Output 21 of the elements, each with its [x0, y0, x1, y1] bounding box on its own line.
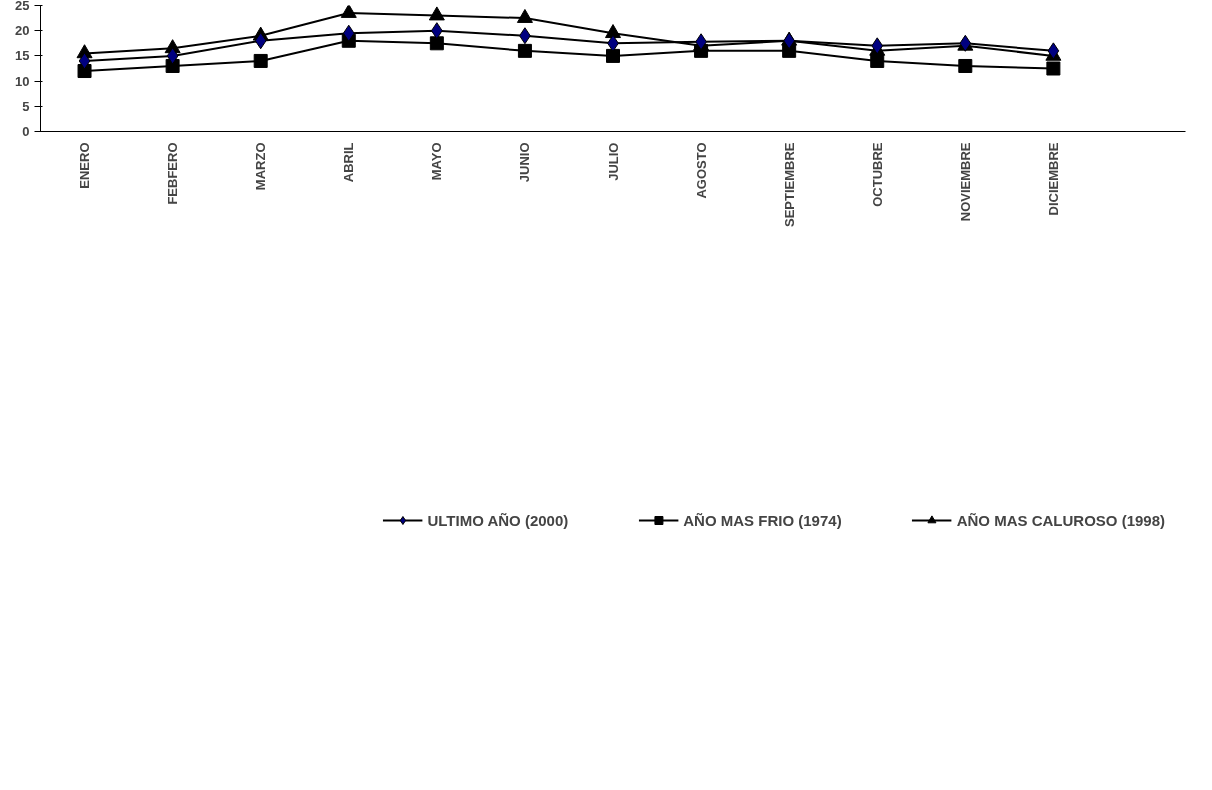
x-tick-label: ABRIL	[341, 142, 357, 183]
x-tick-label: MAYO	[429, 142, 445, 181]
x-tick-label: SEPTIEMBRE	[781, 142, 797, 228]
x-tick-label: ENERO	[77, 142, 93, 189]
x-tick-label: AGOSTO	[693, 142, 709, 199]
y-tick-label: 25	[15, 0, 30, 13]
x-tick-label: MARZO	[253, 142, 269, 191]
x-tick-label: JUNIO	[517, 142, 533, 183]
x-tick-label: NOVIEMBRE	[957, 142, 973, 222]
legend-label: ULTIMO AÑO (2000)	[427, 511, 569, 529]
x-tick-label: DICIEMBRE	[1045, 142, 1061, 216]
legend-label: AÑO MAS FRIO (1974)	[683, 511, 842, 529]
y-tick-label: 0	[22, 124, 30, 139]
y-tick-label: 15	[15, 48, 30, 64]
x-tick-label: JULIO	[605, 142, 621, 181]
y-tick-label: 20	[15, 23, 30, 39]
x-tick-label: OCTUBRE	[869, 142, 885, 207]
legend-label: AÑO MAS CALUROSO (1998)	[956, 511, 1165, 529]
y-tick-label: 5	[22, 98, 30, 114]
x-tick-label: FEBFERO	[165, 142, 181, 205]
y-tick-label: 10	[15, 73, 30, 89]
